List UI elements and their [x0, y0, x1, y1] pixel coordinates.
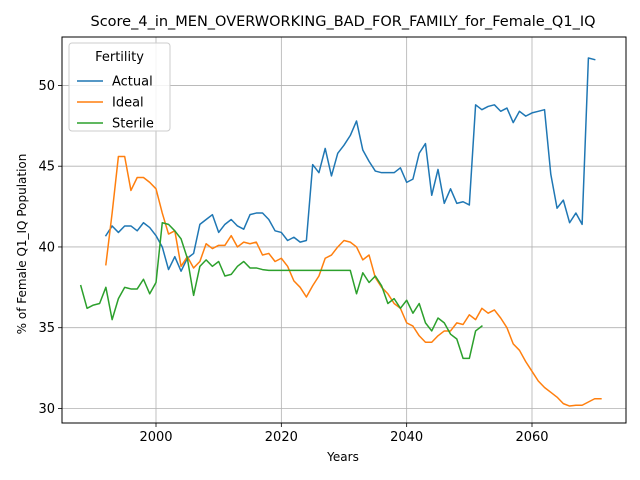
y-tick-label: 45 — [38, 160, 55, 175]
x-axis-label: Years — [326, 450, 359, 464]
series-line-ideal — [105, 155, 602, 407]
y-tick-label: 30 — [38, 402, 55, 417]
legend-box — [68, 42, 171, 132]
series-lines — [79, 57, 602, 407]
plot-frame — [61, 36, 627, 424]
x-tick-label: 2040 — [390, 430, 423, 445]
y-tick-label: 50 — [38, 79, 55, 94]
legend-title: Fertility — [95, 50, 144, 65]
y-tick-label: 35 — [38, 321, 55, 336]
x-tick-label: 2060 — [515, 430, 548, 445]
x-tick-label: 2000 — [139, 430, 172, 445]
series-line-sterile — [79, 221, 483, 360]
series-line-actual — [104, 57, 596, 272]
y-axis-label: % of Female Q1_IQ Population — [15, 154, 29, 335]
legend-entry: Sterile — [112, 117, 154, 132]
legend-entry: Actual — [112, 75, 153, 90]
grid — [62, 37, 626, 423]
chart-title: Score_4_in_MEN_OVERWORKING_BAD_FOR_FAMIL… — [90, 14, 595, 30]
legend: Fertility Actual Ideal Sterile — [68, 42, 171, 132]
legend-entry: Ideal — [112, 96, 144, 111]
axis-ticks: 2000 2020 2040 2060 30 35 40 45 50 — [38, 79, 548, 445]
y-tick-label: 40 — [38, 240, 55, 255]
x-tick-label: 2020 — [265, 430, 298, 445]
